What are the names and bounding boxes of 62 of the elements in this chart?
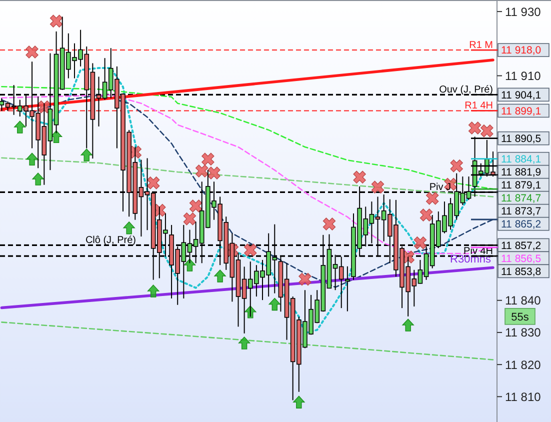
ref-line-label: 11 918,0 <box>501 44 542 57</box>
y-tick-label: 11 830 <box>505 326 542 340</box>
point <box>238 336 250 350</box>
point <box>450 160 463 172</box>
point <box>480 124 494 138</box>
ref-line-label: 11 853,8 <box>501 266 542 278</box>
point <box>147 284 160 298</box>
point <box>420 208 433 222</box>
point <box>371 180 384 194</box>
point <box>268 298 280 311</box>
ref-line-label: 11 873,7 <box>501 206 542 218</box>
ref-line-label: 11 881,9 <box>501 166 542 179</box>
point <box>293 396 305 408</box>
ref-line-label: 11 879,1 <box>501 180 542 192</box>
point <box>26 152 38 166</box>
ref-line-label: 11 856,5 <box>501 252 542 265</box>
point <box>196 164 208 178</box>
point <box>468 122 482 134</box>
ref-line-label: 11 899,1 <box>501 105 542 118</box>
y-tick-label: 11 820 <box>505 358 542 372</box>
point <box>183 212 196 226</box>
y-tick-label: 11 930 <box>505 4 542 19</box>
point <box>32 172 44 186</box>
point <box>14 120 26 134</box>
ref-line-label: Clô (J, Pré) <box>85 235 136 246</box>
point <box>184 258 196 272</box>
point <box>26 46 38 58</box>
point <box>202 152 214 166</box>
point <box>353 170 366 184</box>
point <box>426 192 439 205</box>
text: 55s <box>511 311 530 324</box>
point <box>244 244 257 256</box>
ref-line-label: Piv J <box>429 182 451 194</box>
point <box>298 272 312 286</box>
y-tick-label: 11 810 <box>505 390 542 404</box>
line-series <box>1 157 494 198</box>
ref-line-label: 11 874,7 <box>501 192 542 205</box>
line-series <box>1 322 494 360</box>
y-tick-label: 11 840 <box>505 294 542 308</box>
ref-line-label: 11 890,5 <box>501 132 542 145</box>
ref-line-label: Ouv (J, Pré) <box>439 84 493 96</box>
point <box>80 148 92 162</box>
y-tick-label: 11 910 <box>505 68 542 83</box>
point <box>322 218 336 230</box>
ref-line-label: R1 4H <box>464 100 493 112</box>
series-label: R30mns <box>450 254 492 266</box>
point <box>414 236 427 250</box>
point <box>189 200 202 212</box>
point <box>214 270 226 282</box>
ref-line-label: R1 M <box>469 40 493 52</box>
ref-line-label: 11 865,2 <box>501 218 542 231</box>
point <box>402 318 414 332</box>
point <box>146 176 160 190</box>
line-series <box>1 86 494 190</box>
ref-line-label: 11 857,2 <box>501 240 542 252</box>
point <box>208 166 220 180</box>
point <box>50 14 63 28</box>
line-series <box>18 67 494 334</box>
line-series <box>1 94 494 288</box>
point <box>123 222 135 234</box>
ref-line-label: 11 904,1 <box>501 89 542 102</box>
ref-line-label: 11 884,1 <box>501 154 542 166</box>
